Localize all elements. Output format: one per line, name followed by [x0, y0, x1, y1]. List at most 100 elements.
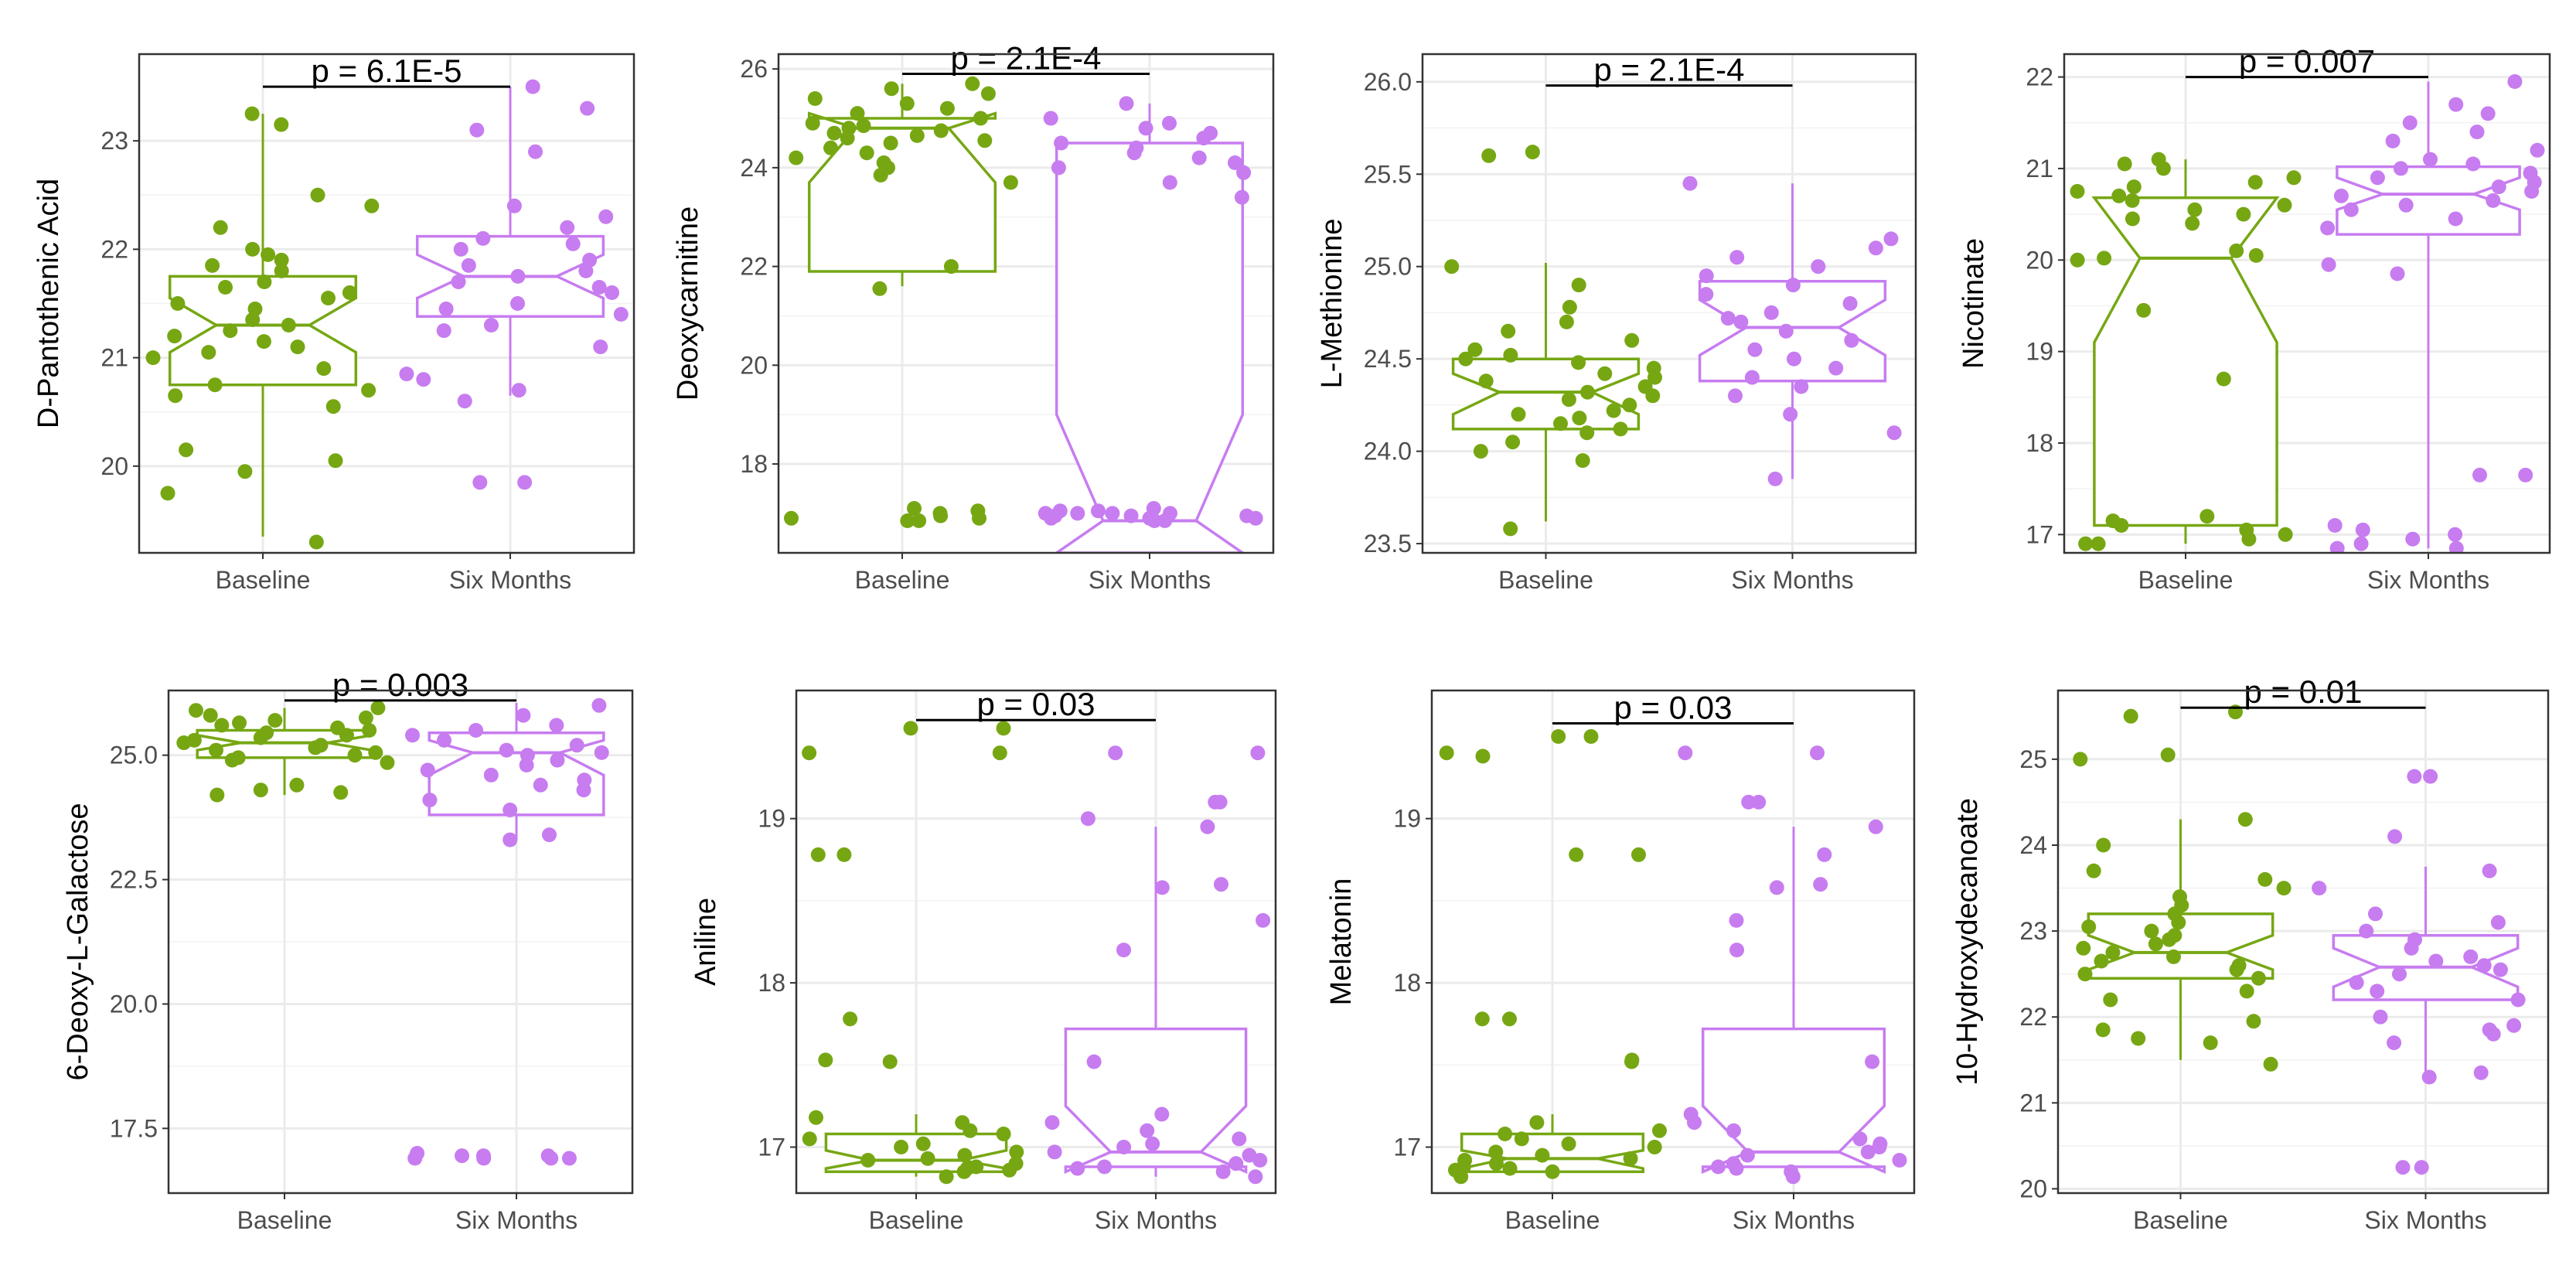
panel-border	[2056, 689, 2550, 1195]
data-point	[1739, 1147, 1755, 1163]
data-point	[1733, 314, 1749, 329]
data-point	[2448, 527, 2463, 542]
y-tick-label: 26	[740, 55, 768, 83]
x-tick-label: Six Months	[449, 566, 571, 594]
data-point	[2493, 962, 2508, 977]
data-point	[856, 118, 871, 134]
data-point	[1769, 880, 1784, 895]
data-point	[810, 847, 826, 862]
data-point	[1008, 1156, 1024, 1171]
data-point	[1647, 1140, 1662, 1154]
data-point	[168, 388, 183, 404]
data-point	[189, 703, 203, 718]
data-point	[1794, 379, 1809, 394]
data-point	[218, 280, 233, 295]
data-point	[2123, 708, 2138, 724]
data-point	[1535, 1147, 1550, 1163]
panel-6: 17 18 19 p = 0.03 Baseline Six Months Aniline	[690, 686, 1277, 1234]
data-point	[598, 209, 614, 224]
panel-5: 17.5 20.0 22.5 25.0 p = 0.003 Baseline Six Mon…	[62, 667, 634, 1234]
data-point	[1682, 176, 1698, 191]
data-point	[399, 367, 414, 382]
data-point	[2148, 936, 2163, 952]
data-point	[818, 1052, 833, 1068]
data-point	[1646, 360, 1661, 376]
panel-plot-area	[139, 54, 634, 553]
data-point	[2078, 536, 2094, 551]
data-point	[1711, 1159, 1726, 1175]
data-point	[2086, 863, 2101, 878]
data-point	[2321, 257, 2336, 272]
p-value-label: p = 6.1E-5	[312, 53, 462, 89]
data-point	[809, 1110, 823, 1125]
data-point	[2463, 949, 2479, 964]
data-point	[1070, 506, 1085, 521]
data-point	[1154, 1106, 1170, 1122]
data-point	[1475, 748, 1491, 764]
p-value-label: p = 0.03	[977, 686, 1095, 722]
y-tick-label: 22	[101, 235, 128, 263]
data-point	[907, 501, 922, 516]
data-point	[2248, 247, 2264, 263]
data-point	[909, 128, 925, 143]
data-point	[205, 257, 220, 273]
data-point	[569, 738, 584, 753]
data-point	[549, 718, 564, 733]
data-point	[475, 230, 491, 246]
data-point	[1163, 506, 1177, 521]
data-point	[965, 76, 980, 91]
data-point	[1787, 351, 1801, 367]
data-point	[244, 106, 260, 121]
data-point	[1236, 165, 1252, 180]
data-point	[591, 697, 607, 713]
data-point	[2355, 522, 2370, 537]
data-point	[316, 361, 332, 377]
data-point	[2333, 188, 2349, 203]
data-point	[2482, 1022, 2497, 1038]
data-point	[1597, 366, 1613, 381]
data-point	[362, 723, 377, 738]
data-point	[2144, 923, 2159, 939]
data-point	[1191, 150, 1207, 165]
data-point	[542, 827, 557, 843]
data-point	[2480, 106, 2496, 121]
data-point	[1652, 1123, 1667, 1138]
data-point	[1162, 175, 1177, 190]
data-point	[2448, 211, 2463, 227]
data-point	[2523, 165, 2538, 181]
data-point	[882, 1054, 898, 1069]
data-point	[510, 296, 525, 311]
data-point	[461, 257, 476, 273]
y-axis-title: 10-Hydroxydecanoate	[1951, 798, 1984, 1086]
data-point	[1613, 421, 1628, 437]
data-point	[1553, 416, 1568, 431]
y-tick-label: 20	[101, 452, 128, 480]
data-point	[939, 101, 955, 116]
data-point	[245, 241, 261, 257]
data-point	[789, 150, 804, 165]
data-point	[347, 748, 363, 763]
data-point	[1580, 384, 1595, 400]
data-point	[145, 350, 161, 366]
data-point	[247, 302, 263, 316]
panel-3: 23.5 24.0 24.5 25.0 25.5 26.0 p = 2.1E-4 Baseli…	[1316, 52, 1917, 594]
data-point	[900, 513, 915, 528]
data-point	[525, 79, 540, 94]
data-point	[2518, 467, 2533, 482]
data-point	[516, 708, 531, 723]
data-point	[2117, 156, 2132, 172]
data-point	[1631, 847, 1646, 862]
data-point	[1624, 332, 1640, 348]
data-point	[970, 503, 986, 519]
data-point	[533, 777, 548, 793]
data-point	[2286, 170, 2302, 186]
data-point	[2136, 302, 2152, 318]
data-point	[520, 748, 535, 763]
data-point	[605, 285, 619, 300]
data-point	[894, 1140, 909, 1154]
panel-plot-area	[2058, 690, 2548, 1193]
data-point	[872, 281, 888, 296]
y-tick-label: 25.0	[1364, 253, 1412, 281]
data-point	[1763, 305, 1779, 320]
data-point	[784, 510, 799, 526]
